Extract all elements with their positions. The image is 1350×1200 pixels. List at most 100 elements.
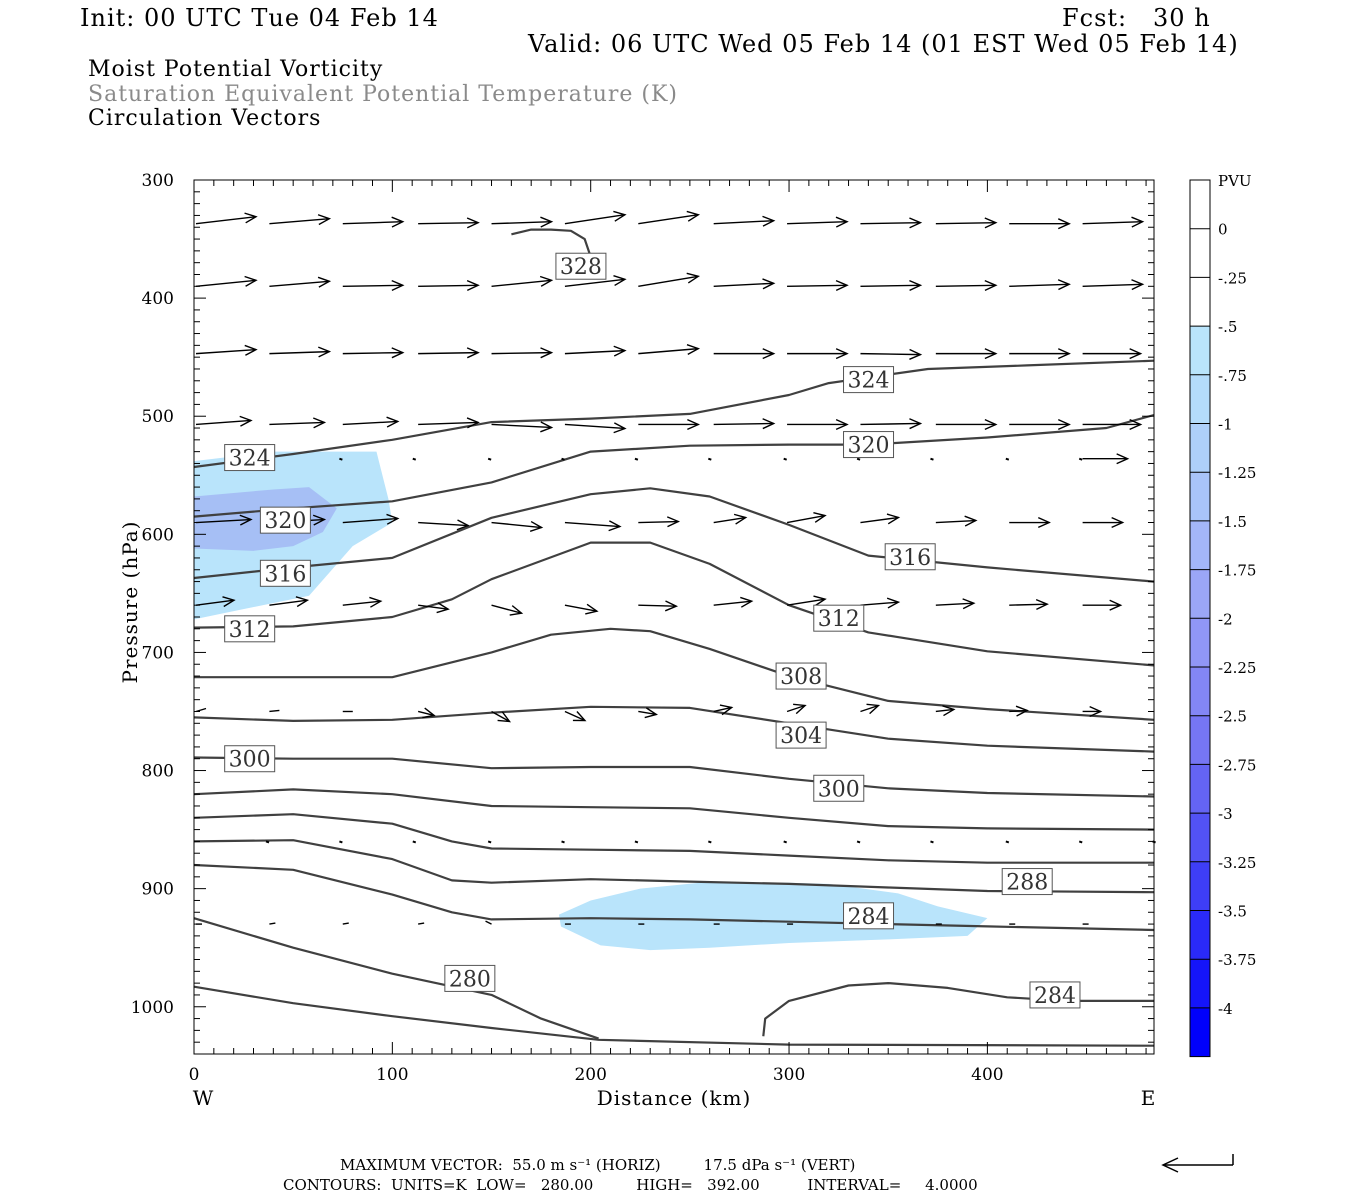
circulation-vector-dot	[783, 840, 788, 844]
circulation-vector-dot	[634, 457, 639, 461]
x-tick-label: 100	[376, 1065, 408, 1085]
colorbar-level-label: -.25	[1218, 269, 1247, 287]
colorbar-cell	[1190, 1007, 1210, 1057]
theta-e-contour-layer	[193, 228, 1155, 1047]
y-tick-label: 400	[142, 289, 174, 309]
circulation-vector	[195, 279, 257, 287]
init-time: Init: 00 UTC Tue 04 Feb 14	[80, 4, 439, 32]
circulation-vector-head	[613, 275, 627, 287]
contour-label-308: 308	[780, 665, 822, 690]
circulation-vector	[564, 710, 586, 722]
circulation-vector-dot	[1005, 840, 1010, 844]
circulation-vector	[1082, 283, 1143, 287]
title-theta-es: Saturation Equivalent Potential Temperat…	[88, 82, 678, 107]
circulation-vector-dot	[412, 457, 417, 461]
colorbar-cell	[1190, 910, 1210, 960]
circulation-vector-dot	[487, 840, 492, 844]
y-tick-label: 300	[142, 171, 174, 191]
colorbar-level-label: -3.25	[1218, 854, 1256, 872]
circulation-vector-head	[466, 217, 480, 229]
circulation-vector-head	[613, 210, 627, 222]
pv-shade-region-2	[558, 882, 988, 951]
contour-label-284: 284	[848, 905, 890, 930]
theta-e-contour-284	[762, 982, 1154, 1037]
colorbar-cell	[1190, 715, 1210, 765]
colorbar-level-label: -3	[1218, 805, 1233, 823]
circulation-vector-head	[835, 216, 849, 228]
circulation-vector	[713, 220, 774, 225]
circulation-vector	[860, 704, 879, 713]
circulation-vector-head	[984, 279, 998, 292]
circulation-vector-head	[317, 276, 332, 288]
contour-label-box	[884, 543, 936, 571]
circulation-vector-dot	[856, 457, 861, 461]
circulation-vector-head	[239, 514, 253, 526]
circulation-vector-head	[793, 703, 807, 715]
x-tick-label: 300	[773, 1065, 805, 1085]
colorbar-level-label: -2	[1218, 610, 1233, 628]
circulation-vector-dot	[707, 457, 712, 461]
circulation-vector-dot	[339, 840, 343, 844]
circulation-vector-head	[984, 418, 998, 431]
circulation-vector	[342, 351, 403, 355]
theta-e-contour-284	[193, 863, 1155, 932]
colorbar-level-label: -.5	[1218, 318, 1237, 336]
circulation-vector-head	[317, 214, 332, 226]
circulation-vector-head	[540, 421, 554, 433]
x-axis-label: Distance (km)	[597, 1086, 752, 1110]
circulation-vector-head	[1129, 418, 1143, 431]
circulation-vector	[342, 284, 403, 287]
circulation-vector-head	[540, 347, 554, 359]
circulation-vector	[935, 708, 954, 713]
circulation-vector-head	[466, 279, 480, 292]
circulation-vector	[786, 598, 826, 606]
contour-label-box	[224, 615, 276, 643]
circulation-vector	[786, 514, 826, 524]
circulation-vector-dot	[930, 457, 934, 461]
contour-label-316: 316	[264, 562, 306, 587]
circulation-vector	[713, 282, 774, 287]
contour-label-box	[224, 745, 276, 773]
contour-label-box	[555, 252, 607, 280]
circulation-vector-dot	[561, 840, 565, 844]
y-tick-label: 600	[142, 525, 174, 545]
circulation-vector-head	[733, 513, 748, 525]
contour-label-box	[444, 964, 496, 992]
axes-layer: 300 400 500 600 700 800 900 1000 0 100 200 300 400	[131, 171, 1154, 1085]
circulation-vector-head	[613, 422, 627, 434]
colorbar-level-label: -3.5	[1218, 903, 1247, 921]
circulation-vector	[860, 516, 899, 524]
contour-label-box	[1029, 981, 1081, 1009]
circulation-vector-dot	[339, 457, 343, 461]
circulation-vector-head	[686, 272, 701, 284]
circulation-vector-head	[1111, 516, 1125, 529]
circulation-vector-head	[762, 215, 776, 227]
theta-e-contour-320	[193, 413, 1155, 518]
colorbar-cell	[1190, 861, 1210, 911]
circulation-vector-dot	[783, 457, 788, 461]
reference-vector	[1161, 1154, 1234, 1173]
contour-label-300: 300	[229, 748, 271, 773]
circulation-vector-head	[244, 212, 258, 224]
circulation-vector-head	[1131, 279, 1145, 291]
circulation-vector	[1009, 709, 1028, 713]
circulation-vector	[269, 421, 325, 426]
circulation-vector	[195, 419, 252, 426]
circulation-vector	[342, 221, 403, 225]
y-tick-label: 700	[142, 643, 174, 663]
contour-label-320: 320	[264, 509, 306, 534]
circulation-vector-head	[835, 279, 849, 292]
circulation-vector-head	[585, 603, 599, 615]
circulation-vector-head	[909, 217, 923, 229]
circulation-vector	[935, 284, 996, 287]
circulation-vector	[491, 604, 522, 614]
contour-label-328: 328	[560, 255, 602, 280]
circulation-vector	[269, 280, 330, 287]
circulation-vector-head	[942, 705, 956, 717]
circulation-vector-head	[835, 418, 849, 431]
circulation-vector-head	[1109, 599, 1123, 611]
contour-label-box	[843, 431, 895, 459]
circulation-vector	[195, 348, 257, 355]
circulation-vector	[1009, 603, 1048, 606]
circulation-vector	[638, 604, 677, 607]
